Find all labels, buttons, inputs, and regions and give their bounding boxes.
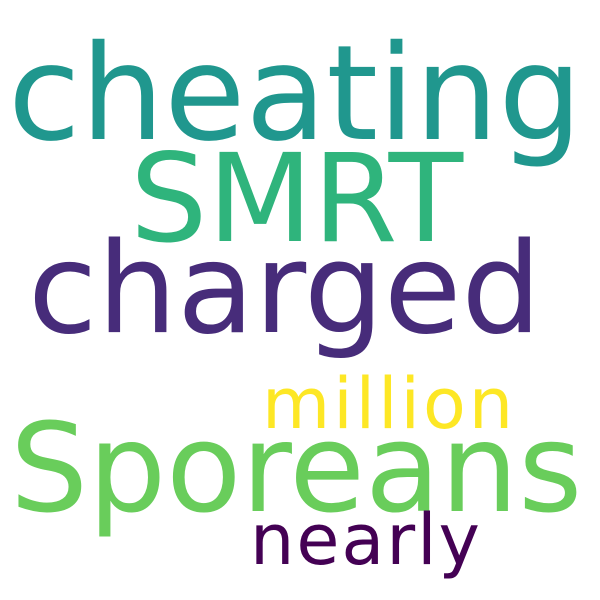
word-nearly: nearly [250, 499, 482, 581]
word-smrt: SMRT [130, 128, 464, 270]
word-cheating: cheating [8, 17, 583, 171]
word-sporeans: Sporeans [10, 398, 583, 541]
word-million: million [262, 363, 517, 445]
word-charged: charged [28, 215, 542, 362]
